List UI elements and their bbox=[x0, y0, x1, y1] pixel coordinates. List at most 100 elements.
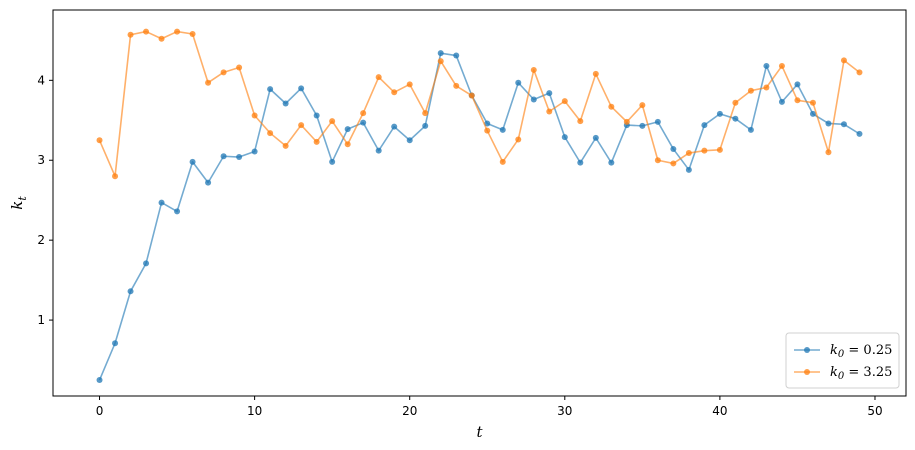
data-point-s0-21 bbox=[422, 122, 429, 129]
data-point-s0-37 bbox=[670, 146, 677, 153]
data-point-s1-14 bbox=[313, 138, 320, 145]
data-point-s1-44 bbox=[778, 62, 785, 69]
data-point-s0-18 bbox=[375, 147, 382, 154]
data-point-s1-20 bbox=[406, 81, 413, 88]
y-axis-label-base: k bbox=[8, 201, 26, 210]
data-point-s0-32 bbox=[592, 134, 599, 141]
data-point-s0-10 bbox=[251, 148, 258, 155]
legend-label-1: k0 = 3.25 bbox=[830, 365, 892, 382]
data-point-s0-12 bbox=[282, 100, 289, 107]
data-point-s1-12 bbox=[282, 142, 289, 149]
data-point-s0-36 bbox=[654, 118, 661, 125]
data-point-s0-26 bbox=[499, 126, 506, 133]
data-point-s1-19 bbox=[391, 89, 398, 96]
data-point-s0-28 bbox=[530, 96, 537, 103]
data-point-s1-11 bbox=[267, 130, 274, 137]
y-tick-label-4: 4 bbox=[37, 73, 45, 87]
data-point-s0-0 bbox=[96, 377, 103, 384]
data-point-s1-6 bbox=[189, 30, 196, 37]
data-point-s0-22 bbox=[437, 50, 444, 57]
data-point-s1-46 bbox=[809, 99, 816, 106]
data-point-s1-32 bbox=[592, 70, 599, 77]
data-point-s1-34 bbox=[623, 118, 630, 125]
data-point-s1-41 bbox=[732, 99, 739, 106]
data-point-s1-35 bbox=[639, 102, 646, 109]
data-point-s0-1 bbox=[112, 340, 119, 347]
data-point-s0-23 bbox=[453, 52, 460, 59]
data-point-s1-1 bbox=[112, 173, 119, 180]
data-point-s1-0 bbox=[96, 137, 103, 144]
x-tick-label-30: 30 bbox=[557, 404, 572, 418]
y-tick-label-1: 1 bbox=[37, 313, 45, 327]
data-point-s1-38 bbox=[685, 150, 692, 157]
data-point-s1-16 bbox=[344, 141, 351, 148]
data-point-s1-37 bbox=[670, 160, 677, 167]
data-point-s0-39 bbox=[701, 122, 708, 129]
data-point-s0-2 bbox=[127, 288, 134, 295]
data-point-s1-25 bbox=[484, 127, 491, 134]
data-point-s0-29 bbox=[546, 90, 553, 97]
y-tick-label-2: 2 bbox=[37, 233, 45, 247]
y-tick-label-3: 3 bbox=[37, 153, 45, 167]
data-point-s1-13 bbox=[298, 122, 305, 129]
x-tick-label-20: 20 bbox=[402, 404, 417, 418]
data-point-s1-23 bbox=[453, 82, 460, 89]
data-point-s0-35 bbox=[639, 122, 646, 129]
data-point-s0-7 bbox=[205, 179, 212, 186]
data-point-s0-27 bbox=[515, 79, 522, 86]
data-point-s0-11 bbox=[267, 86, 274, 93]
data-point-s0-45 bbox=[794, 81, 801, 88]
y-axis-label: kt bbox=[8, 196, 29, 210]
data-point-s0-19 bbox=[391, 123, 398, 130]
data-point-s0-25 bbox=[484, 120, 491, 127]
data-point-s1-17 bbox=[360, 110, 367, 117]
data-point-s0-20 bbox=[406, 137, 413, 144]
legend-label-0: k0 = 0.25 bbox=[830, 343, 892, 360]
data-point-s0-5 bbox=[174, 208, 181, 215]
data-point-s0-49 bbox=[856, 130, 863, 137]
series-layer bbox=[96, 28, 863, 384]
data-point-s1-39 bbox=[701, 147, 708, 154]
data-point-s0-8 bbox=[220, 153, 227, 160]
data-point-s0-31 bbox=[577, 159, 584, 166]
data-point-s0-17 bbox=[360, 119, 367, 126]
data-point-s1-47 bbox=[825, 149, 832, 156]
x-axis-ticks: 0 10 20 30 40 50 bbox=[96, 396, 883, 418]
data-point-s1-21 bbox=[422, 110, 429, 117]
data-point-s1-43 bbox=[763, 84, 770, 91]
y-axis-label-sub: t bbox=[16, 196, 29, 201]
data-point-s0-6 bbox=[189, 158, 196, 165]
data-point-s1-15 bbox=[329, 118, 336, 125]
data-point-s0-4 bbox=[158, 199, 165, 206]
data-point-s0-38 bbox=[685, 166, 692, 173]
data-point-s1-29 bbox=[546, 108, 553, 115]
legend-marker-1 bbox=[804, 369, 810, 375]
data-point-s1-27 bbox=[515, 136, 522, 143]
data-point-s0-30 bbox=[561, 134, 568, 141]
data-point-s0-33 bbox=[608, 159, 615, 166]
data-point-s0-44 bbox=[778, 98, 785, 105]
data-point-s1-30 bbox=[561, 98, 568, 105]
data-point-s1-28 bbox=[530, 66, 537, 73]
data-point-s1-42 bbox=[747, 87, 754, 94]
plot-area bbox=[53, 10, 906, 396]
data-point-s0-41 bbox=[732, 115, 739, 122]
data-point-s1-36 bbox=[654, 157, 661, 164]
data-point-s0-3 bbox=[143, 260, 150, 267]
x-tick-label-0: 0 bbox=[96, 404, 104, 418]
plot-frame bbox=[52, 9, 907, 397]
data-point-s0-16 bbox=[344, 126, 351, 133]
x-tick-label-10: 10 bbox=[247, 404, 262, 418]
data-point-s1-8 bbox=[220, 69, 227, 76]
data-point-s0-40 bbox=[716, 110, 723, 117]
data-point-s1-33 bbox=[608, 103, 615, 110]
data-point-s0-42 bbox=[747, 126, 754, 133]
data-point-s1-49 bbox=[856, 69, 863, 76]
data-point-s0-14 bbox=[313, 112, 320, 119]
x-tick-label-40: 40 bbox=[712, 404, 727, 418]
data-point-s0-43 bbox=[763, 62, 770, 69]
data-point-s1-5 bbox=[174, 28, 181, 35]
data-point-s1-26 bbox=[499, 158, 506, 165]
data-point-s1-48 bbox=[840, 57, 847, 64]
